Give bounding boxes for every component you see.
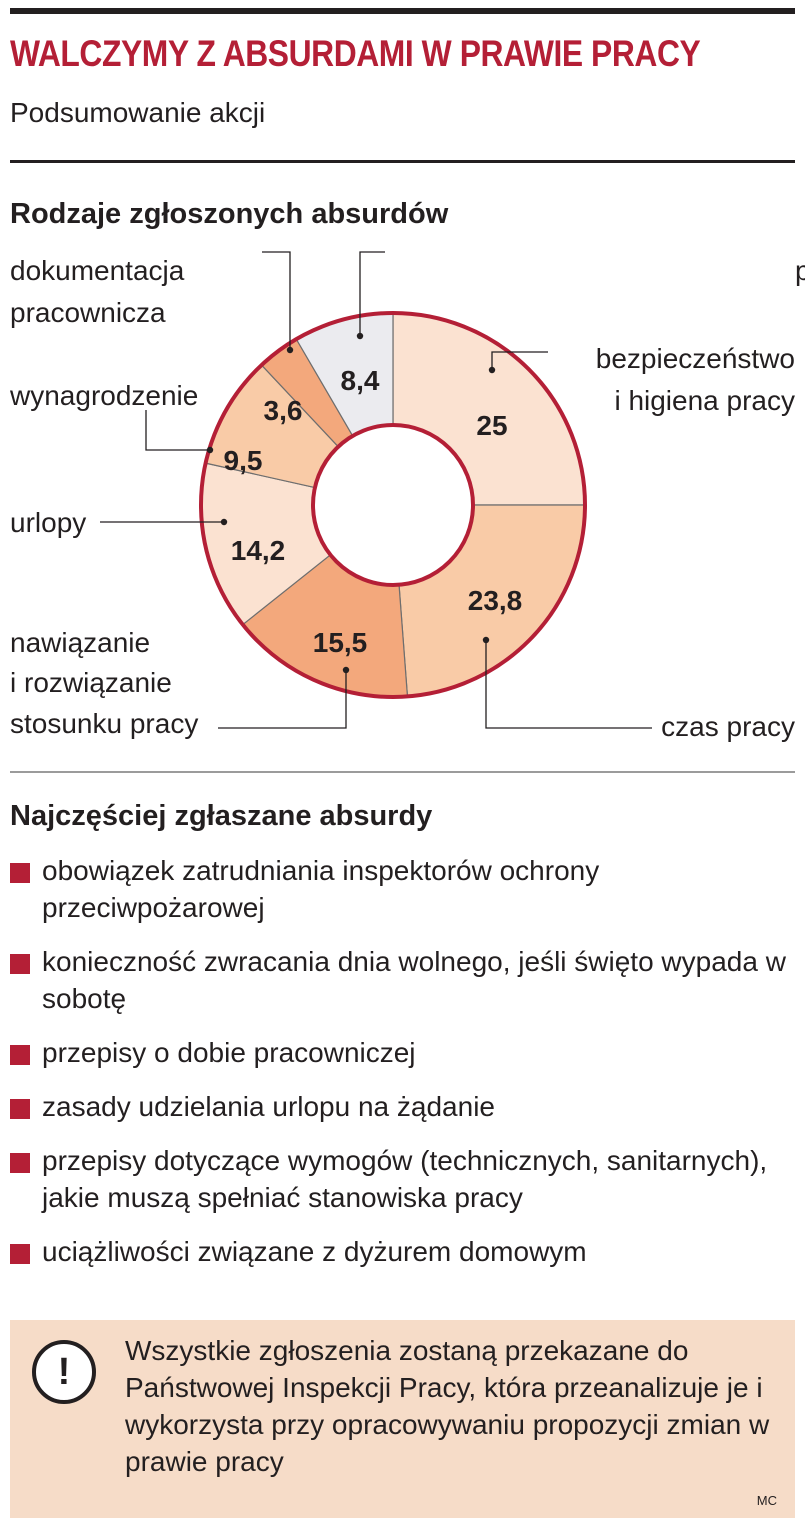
leader-line: [491, 351, 548, 370]
list-item: uciążliwości związane z dyżurem domowym: [10, 1233, 795, 1270]
value-label: 15,5: [313, 627, 368, 658]
value-label: 14,2: [231, 535, 286, 566]
leader-line: [218, 670, 347, 729]
square-bullet-icon: [10, 863, 30, 883]
category-label: urlopy: [10, 507, 86, 538]
category-label: i higiena pracy: [614, 385, 795, 416]
leader-line: [262, 251, 291, 350]
leader-dot: [342, 666, 350, 674]
category-label: dokumentacja: [10, 255, 185, 286]
author-signature: MC: [756, 1493, 777, 1508]
leader-dot: [488, 366, 496, 374]
leader-line: [485, 640, 652, 729]
leader-dot: [286, 346, 294, 354]
category-label: czas pracy: [661, 711, 795, 742]
info-note: ! Wszystkie zgłoszenia zostaną przekazan…: [10, 1320, 795, 1518]
square-bullet-icon: [10, 1153, 30, 1173]
absurd-list: obowiązek zatrudniania inspektorów ochro…: [10, 852, 795, 1287]
category-label: pozostałe: [795, 255, 805, 286]
list-item: przepisy dotyczące wymogów (technicznych…: [10, 1142, 795, 1216]
value-label: 25: [476, 410, 507, 441]
square-bullet-icon: [10, 1099, 30, 1119]
donut-chart: 25 bezpieczeństwo i higiena pracy 23,8 czas …: [9, 251, 805, 742]
leader-dot: [356, 332, 364, 340]
value-label: 9,5: [224, 445, 263, 476]
category-label: nawiązanie: [10, 627, 150, 658]
page-subtitle: Podsumowanie akcji: [10, 97, 266, 128]
note-text: Wszystkie zgłoszenia zostaną przekazane …: [125, 1335, 770, 1477]
square-bullet-icon: [10, 1045, 30, 1065]
donut-inner-outline: [311, 423, 475, 587]
list-item: przepisy o dobie pracowniczej: [10, 1034, 795, 1071]
value-label: 3,6: [264, 395, 303, 426]
category-label: pracownicza: [10, 297, 166, 328]
leader-dot: [206, 446, 214, 454]
category-label: i rozwiązanie: [10, 667, 172, 698]
list-item: zasady udzielania urlopu na żądanie: [10, 1088, 795, 1125]
list-item: obowiązek zatrudniania inspektorów ochro…: [10, 852, 795, 926]
category-label: bezpieczeństwo: [596, 343, 795, 374]
leader-line: [145, 410, 210, 451]
chart-section-title: Rodzaje zgłoszonych absurdów: [10, 198, 449, 230]
top-rule: [10, 8, 795, 14]
leader-dot: [220, 518, 228, 526]
page-title: WALCZYMY Z ABSURDAMI W PRAWIE PRACY: [10, 33, 701, 74]
value-label: 8,4: [341, 365, 380, 396]
leader-line: [359, 251, 385, 336]
list-item: konieczność zwracania dnia wolnego, jeśl…: [10, 943, 795, 1017]
value-label: 23,8: [468, 585, 523, 616]
section-divider: [10, 771, 795, 773]
exclamation-icon: !: [32, 1340, 96, 1404]
category-label: stosunku pracy: [10, 708, 198, 739]
square-bullet-icon: [10, 1244, 30, 1264]
list-section-title: Najczęściej zgłaszane absurdy: [10, 800, 433, 832]
donut-outer-outline: [199, 311, 587, 699]
header-divider: [10, 160, 795, 163]
category-label: wynagrodzenie: [9, 380, 198, 411]
square-bullet-icon: [10, 954, 30, 974]
leader-dot: [482, 636, 490, 644]
